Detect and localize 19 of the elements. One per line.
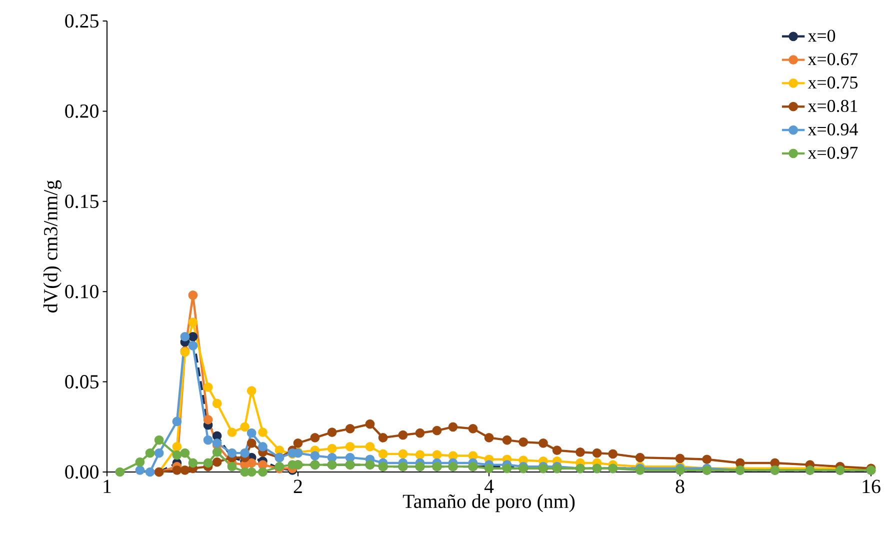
y-tick-label: 0.00 — [65, 465, 98, 479]
y-axis-title: dV(d) cm3/nm/g — [43, 180, 62, 312]
legend-label: x=0.97 — [808, 146, 858, 159]
legend-label: x=0.75 — [808, 76, 858, 89]
x-tick-label: 1 — [104, 480, 111, 493]
x-axis-title: Tamaño de poro (nm) — [402, 494, 575, 512]
x-tick-label: 2 — [294, 480, 302, 493]
y-tick-label: 0.05 — [65, 375, 98, 389]
y-tick-label: 0.20 — [65, 104, 98, 118]
x-tick-label: 4 — [484, 480, 494, 493]
x-tick-label: 8 — [676, 480, 684, 494]
legend-label: x=0.94 — [808, 123, 858, 136]
y-tick-label: 0.10 — [65, 284, 98, 298]
legend-label: x=0.67 — [808, 53, 858, 66]
y-tick-label: 0.25 — [65, 14, 98, 28]
x-tick-label: 16 — [862, 480, 880, 494]
legend-label: x=0 — [808, 30, 836, 42]
y-tick-label: 0.15 — [65, 194, 98, 208]
legend-label: x=0.81 — [808, 100, 858, 112]
